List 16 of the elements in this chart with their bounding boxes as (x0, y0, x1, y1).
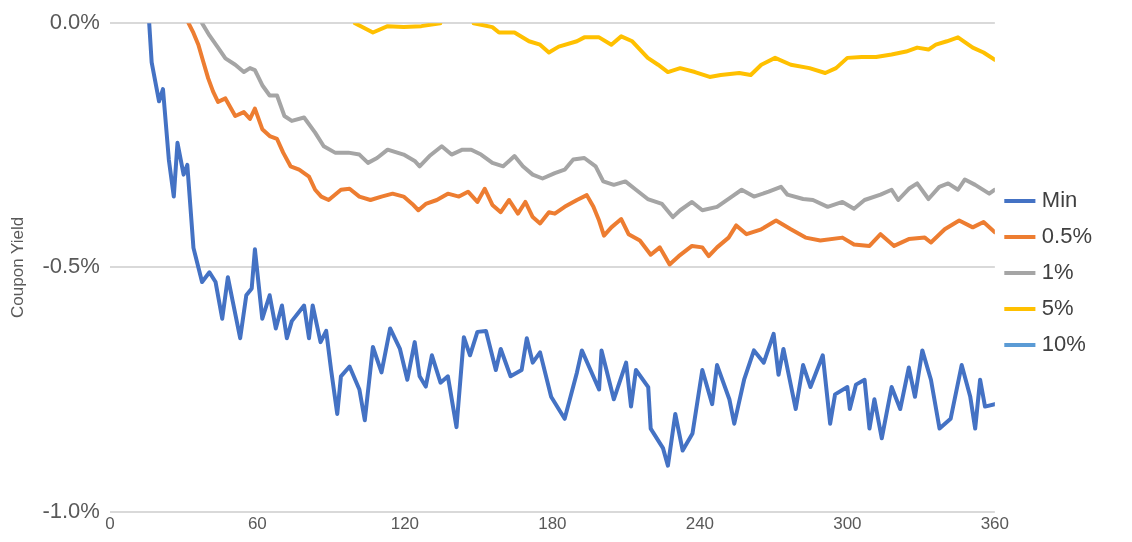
x-tick-label: 240 (685, 514, 715, 534)
x-tick-label: 300 (833, 514, 862, 534)
x-tick-label: 360 (980, 514, 1010, 534)
x-tick-label: 180 (538, 514, 567, 534)
x-tick-label: 0 (105, 514, 115, 534)
y-tick-label: -1.0% (42, 497, 100, 523)
y-tick-label: 0.0% (49, 9, 100, 35)
legend-label: 5% (1041, 295, 1074, 321)
y-tick-label: -0.5% (42, 253, 100, 279)
y-axis-title: Coupon Yield (7, 216, 27, 318)
legend-label: 1% (1041, 259, 1074, 285)
x-tick-label: 120 (390, 514, 420, 534)
legend-label: Min (1041, 187, 1078, 213)
legend-label: 0.5% (1041, 223, 1093, 249)
legend-label: 10% (1041, 331, 1086, 357)
x-tick-label: 60 (247, 514, 267, 534)
